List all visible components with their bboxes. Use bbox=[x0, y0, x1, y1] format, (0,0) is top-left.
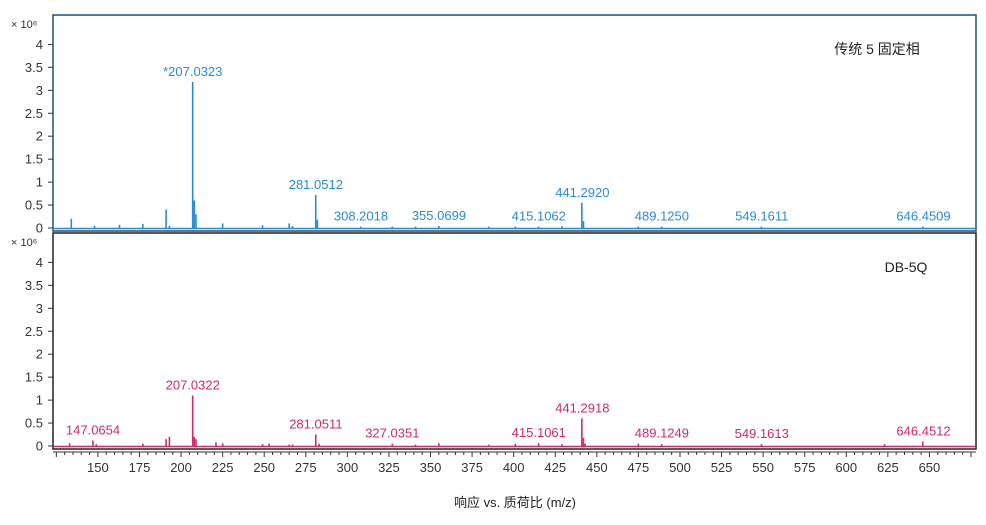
peak-label: 207.0322 bbox=[166, 378, 220, 393]
y-tick-label: 0.5 bbox=[25, 416, 43, 431]
peak-label: 549.1613 bbox=[735, 426, 789, 441]
x-tick-label: 350 bbox=[420, 460, 442, 475]
y-multiplier-label: × 10⁶ bbox=[11, 19, 37, 31]
x-axis-label: 响应 vs. 质荷比 (m/z) bbox=[454, 495, 576, 510]
peak-label: 489.1249 bbox=[635, 426, 689, 441]
x-tick-label: 250 bbox=[253, 460, 275, 475]
y-tick-label: 3.5 bbox=[25, 278, 43, 293]
panel-frame bbox=[52, 14, 977, 232]
x-tick-label: 475 bbox=[628, 460, 650, 475]
x-tick-label: 300 bbox=[337, 460, 359, 475]
y-tick-label: 2.5 bbox=[25, 324, 43, 339]
y-tick-label: 2 bbox=[36, 129, 43, 144]
peak-label: 327.0351 bbox=[365, 426, 419, 441]
x-tick-label: 550 bbox=[752, 460, 774, 475]
y-tick-label: 4 bbox=[36, 255, 43, 270]
y-tick-label: 0 bbox=[36, 221, 43, 236]
peak-label: 441.2920 bbox=[555, 185, 609, 200]
x-tick-label: 150 bbox=[87, 460, 109, 475]
x-tick-label: 650 bbox=[919, 460, 941, 475]
y-tick-label: 3 bbox=[36, 301, 43, 316]
y-tick-label: 2.5 bbox=[25, 106, 43, 121]
x-tick-label: 375 bbox=[461, 460, 483, 475]
peak-label: 308.2018 bbox=[334, 209, 388, 224]
y-tick-label: 3.5 bbox=[25, 60, 43, 75]
peak-label: 281.0512 bbox=[289, 177, 343, 192]
spectrum-panel-1: × 10⁶ 0 0.5 1 1.5 2 2.5 3 3.5 4 *207.0323 281.0512 3… bbox=[11, 14, 977, 236]
peak-label: 415.1062 bbox=[512, 209, 566, 224]
x-tick-label: 450 bbox=[586, 460, 608, 475]
x-tick-label: 625 bbox=[877, 460, 899, 475]
panel-frame bbox=[52, 232, 977, 450]
x-tick-label: 400 bbox=[503, 460, 525, 475]
peak-label: 415.1061 bbox=[512, 425, 566, 440]
y-tick-label: 2 bbox=[36, 347, 43, 362]
panel-title: 传统 5 固定相 bbox=[834, 41, 920, 57]
y-multiplier-label: × 10⁶ bbox=[11, 237, 37, 249]
y-tick-label: 1.5 bbox=[25, 370, 43, 385]
y-tick-label: 4 bbox=[36, 37, 43, 52]
peak-label: 549.1611 bbox=[735, 209, 788, 224]
peak-label: 147.0654 bbox=[66, 422, 120, 437]
x-tick-label: 575 bbox=[794, 460, 816, 475]
peak-label: 281.0511 bbox=[289, 417, 342, 432]
x-tick-label: 525 bbox=[711, 460, 733, 475]
x-tick-label: 325 bbox=[378, 460, 400, 475]
x-tick-label: 500 bbox=[669, 460, 691, 475]
x-tick-label: 600 bbox=[835, 460, 857, 475]
x-tick-label: 175 bbox=[129, 460, 151, 475]
x-tick-label: 275 bbox=[295, 460, 317, 475]
y-tick-label: 1 bbox=[36, 175, 43, 190]
x-tick-label: 425 bbox=[544, 460, 566, 475]
peak-label: 489.1250 bbox=[635, 209, 689, 224]
peak-label: 646.4509 bbox=[896, 209, 950, 224]
x-tick-label: 200 bbox=[170, 460, 192, 475]
y-tick-label: 0 bbox=[36, 439, 43, 454]
panel-title: DB-5Q bbox=[885, 259, 928, 275]
peak-label: *207.0323 bbox=[163, 64, 222, 79]
peak-label: 355.0699 bbox=[412, 208, 466, 223]
peak-label: 646.4512 bbox=[896, 423, 950, 438]
y-tick-label: 3 bbox=[36, 83, 43, 98]
peak-label: 441.2918 bbox=[555, 400, 609, 415]
y-tick-label: 1.5 bbox=[25, 152, 43, 167]
y-tick-label: 1 bbox=[36, 393, 43, 408]
panels-layer: × 10⁶00.511.522.533.54*207.0323281.05123… bbox=[11, 14, 977, 454]
y-tick-label: 0.5 bbox=[25, 198, 43, 213]
x-axis: 150 175 200 225 250 275 300 325 350 375 400 425 450 4… bbox=[53, 451, 976, 475]
x-tick-label: 225 bbox=[212, 460, 234, 475]
spectrum-panel-2: × 10⁶ 0 0.5 1 1.5 2 2.5 3 3.5 4 147.0654 207.0322 28… bbox=[11, 232, 977, 454]
